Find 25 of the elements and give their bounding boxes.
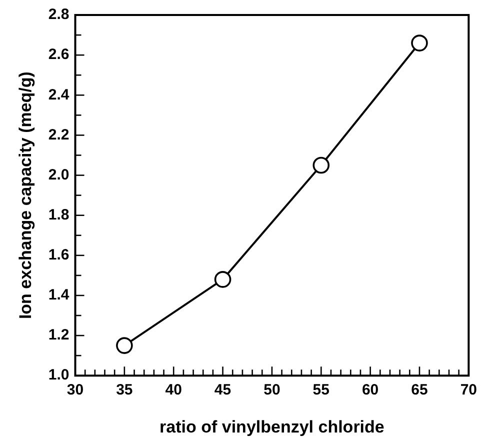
point (214, 271, 232, 288)
point (116, 337, 133, 354)
y-tick-label: 1.6 (48, 246, 70, 264)
x-tick-label: 30 (66, 382, 84, 399)
y-tick-label: 2.0 (48, 166, 70, 184)
y-tick-label: 2.2 (48, 126, 70, 144)
x-tick-label: 40 (165, 382, 182, 399)
y-tick-label: 1.2 (48, 326, 70, 344)
x-tick-label: 55 (312, 382, 330, 399)
y-tick-label: 2.4 (48, 86, 70, 104)
y-tick-label: 1.4 (48, 286, 70, 304)
x-tick-label: 45 (214, 382, 232, 399)
y-tick-label: 1.8 (48, 206, 70, 224)
y-tick-label: 1.0 (48, 366, 70, 384)
x-tick-label: 60 (362, 382, 379, 399)
x-tick-label: 65 (411, 382, 428, 399)
point (312, 156, 330, 174)
x-tick-label: 50 (264, 382, 280, 399)
x-tick-label: 35 (116, 382, 133, 399)
y-tick-label: 2.6 (48, 46, 70, 64)
point (411, 34, 428, 52)
y-tick-label: 2.8 (48, 6, 70, 24)
x-axis-title: ratio of vinylbenzyl chloride (160, 417, 384, 436)
x-tick-label: 70 (460, 382, 477, 399)
y-axis-title: Ion exchange capacity (meq/g) (16, 72, 35, 320)
